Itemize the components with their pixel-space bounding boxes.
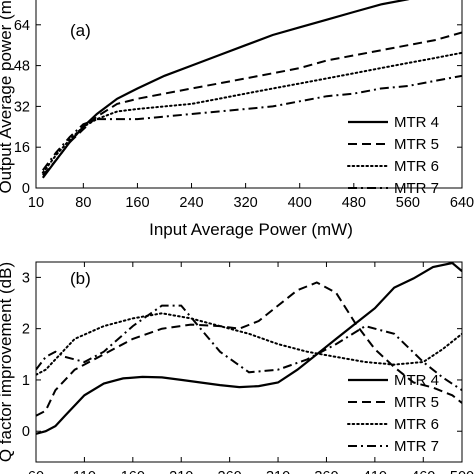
legend-label: MTR 4 xyxy=(394,114,439,131)
series-line-mtr-5 xyxy=(36,281,462,417)
y-tick-label: 64 xyxy=(14,18,30,34)
y-tick-label: 1 xyxy=(22,373,30,389)
x-tick-label: 560 xyxy=(396,195,420,211)
x-tick-label: 160 xyxy=(121,469,145,474)
panel-label: (b) xyxy=(70,269,91,288)
x-tick-label: 160 xyxy=(125,195,149,211)
series-line-mtr-5 xyxy=(42,31,462,176)
x-tick-label: 60 xyxy=(28,469,44,474)
y-axis-label: Output Average power (mW) xyxy=(0,0,15,194)
x-tick-label: 640 xyxy=(450,195,474,211)
series-line-mtr-7 xyxy=(36,304,462,392)
y-tick-label: 2 xyxy=(22,322,30,338)
x-tick-label: 320 xyxy=(234,195,258,211)
panel-1: 60 110 160 210 260 310 360 410 460 500 0 1 2 3 MTR 4 MT… xyxy=(0,261,474,474)
y-tick-label: 32 xyxy=(14,99,30,115)
legend-label: MTR 7 xyxy=(394,438,439,455)
y-tick-label: 0 xyxy=(22,424,30,440)
legend-label: MTR 7 xyxy=(394,180,439,197)
x-tick-label: 410 xyxy=(363,469,387,474)
legend-label: MTR 4 xyxy=(394,372,439,389)
legend-label: MTR 6 xyxy=(394,158,439,175)
series-line-mtr-6 xyxy=(41,51,462,174)
x-tick-label: 10 xyxy=(28,195,44,211)
y-tick-label: 0 xyxy=(22,181,30,197)
x-tick-label: 460 xyxy=(411,469,435,474)
panel-0: 108016024032040048056064001632486480MTR … xyxy=(0,0,474,239)
x-tick-label: 240 xyxy=(179,195,203,211)
series-line-mtr-7 xyxy=(42,74,462,171)
series-line-mtr-6 xyxy=(36,312,462,376)
panel-label: (a) xyxy=(70,21,91,40)
y-tick-label: 3 xyxy=(22,270,30,286)
x-tick-label: 400 xyxy=(288,195,312,211)
y-axis-label: Q factor improvement (dB) xyxy=(0,262,15,462)
x-tick-label: 500 xyxy=(450,469,474,474)
y-tick-label: 48 xyxy=(14,59,30,75)
y-tick-label: 16 xyxy=(14,140,30,156)
x-tick-label: 260 xyxy=(218,469,242,474)
legend-label: MTR 6 xyxy=(394,416,439,433)
legend-label: MTR 5 xyxy=(394,136,439,153)
x-tick-label: 210 xyxy=(169,469,193,474)
plot-frame xyxy=(35,261,463,463)
x-tick-label: 480 xyxy=(342,195,366,211)
x-tick-label: 360 xyxy=(314,469,338,474)
x-tick-label: 80 xyxy=(75,195,91,211)
x-tick-label: 110 xyxy=(73,469,96,474)
plot-frame xyxy=(35,0,463,189)
x-tick-label: 310 xyxy=(266,469,290,474)
legend-label: MTR 5 xyxy=(394,394,439,411)
x-axis-label: Input Average Power (mW) xyxy=(149,220,353,239)
series-line-mtr-4 xyxy=(36,262,462,435)
